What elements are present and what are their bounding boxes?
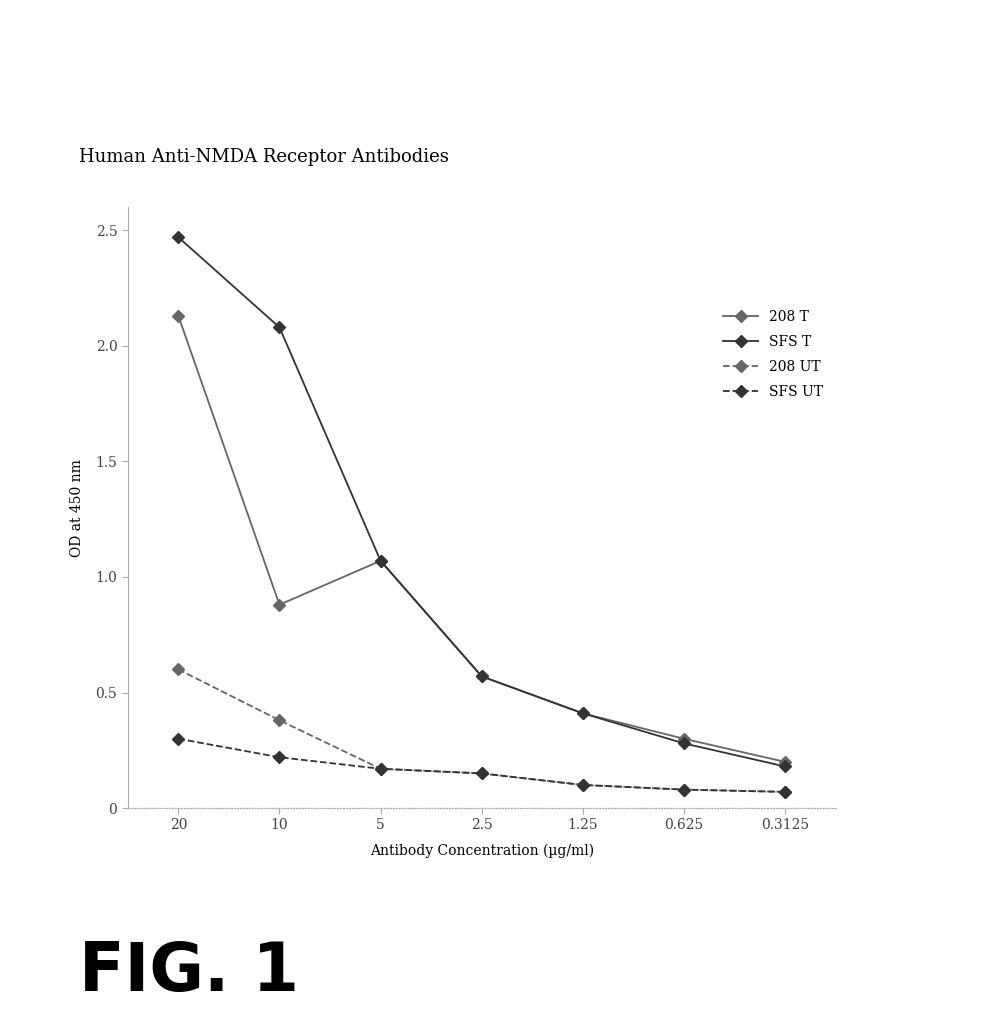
208 T xyxy=(172,310,184,322)
Line: SFS UT: SFS UT xyxy=(174,735,789,796)
SFS UT xyxy=(577,779,589,792)
SFS UT xyxy=(273,751,285,764)
SFS T xyxy=(172,231,184,243)
SFS T xyxy=(476,670,488,683)
208 UT xyxy=(678,783,690,796)
Line: 208 T: 208 T xyxy=(174,312,789,766)
208 UT xyxy=(375,762,386,775)
SFS UT xyxy=(780,785,791,798)
SFS T xyxy=(678,738,690,750)
Text: Human Anti-NMDA Receptor Antibodies: Human Anti-NMDA Receptor Antibodies xyxy=(79,148,448,166)
Legend: 208 T, SFS T, 208 UT, SFS UT: 208 T, SFS T, 208 UT, SFS UT xyxy=(718,305,829,405)
208 T xyxy=(476,670,488,683)
SFS UT xyxy=(678,783,690,796)
X-axis label: Antibody Concentration (µg/ml): Antibody Concentration (µg/ml) xyxy=(370,843,594,858)
Line: SFS T: SFS T xyxy=(174,233,789,771)
208 T xyxy=(273,599,285,611)
SFS UT xyxy=(375,762,386,775)
208 UT xyxy=(273,714,285,726)
Text: FIG. 1: FIG. 1 xyxy=(79,939,299,1005)
208 T xyxy=(678,732,690,745)
SFS UT xyxy=(476,768,488,780)
SFS T xyxy=(577,708,589,720)
208 T xyxy=(577,708,589,720)
SFS T xyxy=(780,760,791,773)
208 UT xyxy=(780,785,791,798)
SFS UT xyxy=(172,732,184,745)
208 T xyxy=(375,554,386,567)
208 T xyxy=(780,755,791,768)
208 UT xyxy=(577,779,589,792)
208 UT xyxy=(476,768,488,780)
Y-axis label: OD at 450 nm: OD at 450 nm xyxy=(71,459,85,556)
208 UT xyxy=(172,663,184,675)
Line: 208 UT: 208 UT xyxy=(174,665,789,796)
SFS T xyxy=(273,321,285,334)
SFS T xyxy=(375,554,386,567)
